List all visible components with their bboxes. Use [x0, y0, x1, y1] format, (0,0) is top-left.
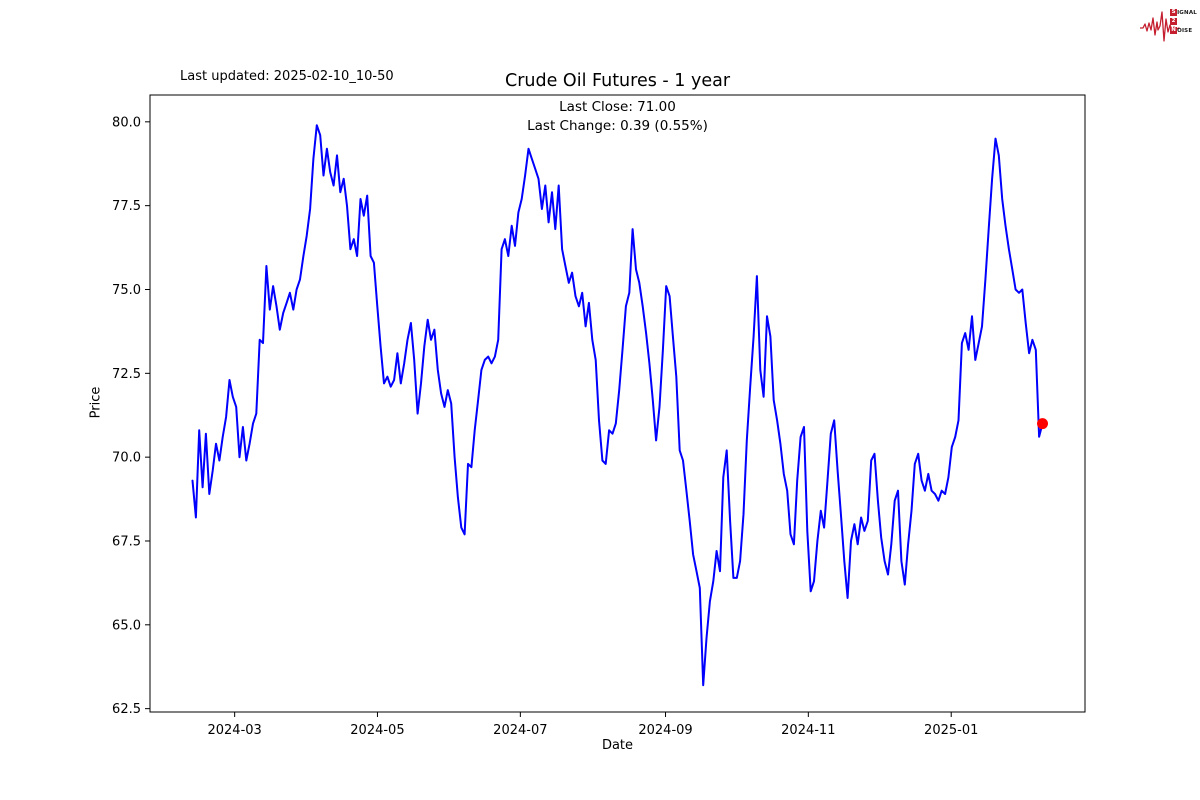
logo-text-noise: N OISE [1170, 27, 1193, 34]
x-tick-label: 2024-11 [781, 723, 835, 738]
x-tick-label: 2024-03 [207, 723, 261, 738]
y-tick-label: 75.0 [112, 283, 141, 298]
chart-title: Crude Oil Futures - 1 year [504, 71, 731, 91]
y-tick-label: 67.5 [112, 534, 141, 549]
x-axis-label: Date [601, 738, 634, 753]
logo-box-n: N [1170, 27, 1178, 34]
logo-box-2: 2 [1170, 18, 1178, 25]
y-tick-label: 72.5 [112, 367, 141, 382]
logo-text-2: 2 [1170, 18, 1197, 25]
logo: S IGNAL 2 N OISE [1140, 4, 1198, 50]
y-tick-label: 65.0 [112, 618, 141, 633]
logo-text-signal: S IGNAL [1170, 9, 1197, 16]
x-tick-label: 2024-07 [493, 723, 547, 738]
last-point-marker [1037, 418, 1049, 430]
logo-box-s: S [1170, 9, 1178, 16]
plot-border [149, 94, 1086, 713]
last-change-line: Last Change: 0.39 (0.55%) [527, 118, 708, 134]
last-close-line: Last Close: 71.00 [559, 99, 676, 115]
y-tick-label: 80.0 [112, 115, 141, 130]
y-tick-label: 77.5 [112, 199, 141, 214]
last-close-annotation: Last Close: 71.00 Last Change: 0.39 (0.5… [150, 98, 1085, 136]
y-tick-label: 62.5 [112, 702, 141, 717]
x-tick-label: 2024-09 [638, 723, 692, 738]
x-tick-label: 2025-01 [924, 723, 978, 738]
logo-text: S IGNAL 2 N OISE [1170, 9, 1197, 34]
price-line [191, 124, 1044, 687]
last-updated-label: Last updated: 2025-02-10_10-50 [180, 69, 394, 84]
y-tick-label: 70.0 [112, 451, 141, 466]
x-tick-label: 2024-05 [350, 723, 404, 738]
